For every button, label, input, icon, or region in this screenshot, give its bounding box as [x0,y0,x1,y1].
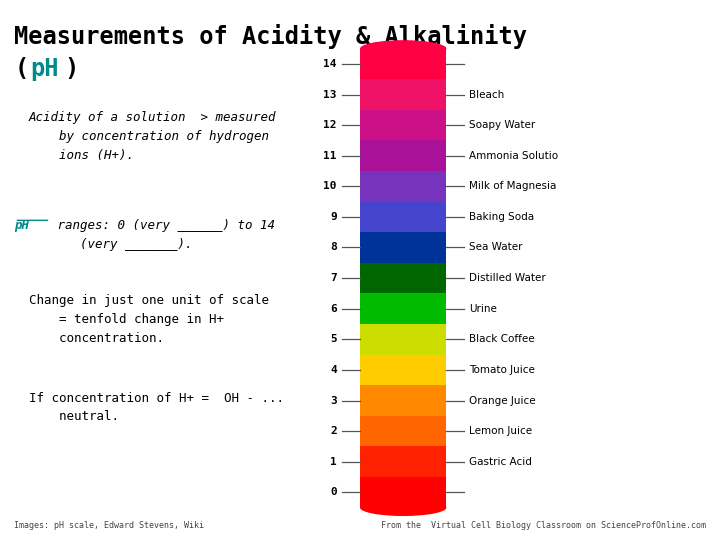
Polygon shape [360,110,446,140]
Polygon shape [360,324,446,355]
Text: 5: 5 [330,334,337,345]
Text: pH: pH [30,57,59,80]
Text: Tomato Juice: Tomato Juice [469,365,535,375]
Text: Sea Water: Sea Water [469,242,523,253]
Text: Baking Soda: Baking Soda [469,212,534,222]
Text: Orange Juice: Orange Juice [469,395,536,406]
Polygon shape [360,263,446,293]
Text: 0: 0 [330,487,337,497]
Polygon shape [360,140,446,171]
Text: 6: 6 [330,303,337,314]
Polygon shape [360,385,446,416]
Polygon shape [360,201,446,232]
Ellipse shape [360,499,446,516]
Text: 2: 2 [330,426,337,436]
Text: Gastric Acid: Gastric Acid [469,457,532,467]
Text: ): ) [65,57,79,80]
Text: Lemon Juice: Lemon Juice [469,426,533,436]
Text: pH: pH [14,219,30,232]
Text: 13: 13 [323,90,337,99]
Text: Milk of Magnesia: Milk of Magnesia [469,181,557,191]
Polygon shape [360,171,446,201]
Text: 7: 7 [330,273,337,283]
Text: Measurements of Acidity & Alkalinity: Measurements of Acidity & Alkalinity [14,24,527,49]
Text: 8: 8 [330,242,337,253]
Text: 14: 14 [323,59,337,69]
Polygon shape [360,447,446,477]
Text: If concentration of H+ =  OH - ...
    neutral.: If concentration of H+ = OH - ... neutra… [29,392,284,423]
Text: Urine: Urine [469,303,498,314]
Text: 11: 11 [323,151,337,161]
Text: From the  Virtual Cell Biology Classroom on ScienceProfOnline.com: From the Virtual Cell Biology Classroom … [381,521,706,530]
Text: (: ( [14,57,29,80]
Polygon shape [360,232,446,263]
Text: 1: 1 [330,457,337,467]
Polygon shape [360,416,446,447]
Polygon shape [360,355,446,385]
Text: 4: 4 [330,365,337,375]
Text: Images: pH scale, Edward Stevens, Wiki: Images: pH scale, Edward Stevens, Wiki [14,521,204,530]
Polygon shape [360,79,446,110]
Text: Acidity of a solution  > measured
    by concentration of hydrogen
    ions (H+): Acidity of a solution > measured by conc… [29,111,276,161]
Text: Black Coffee: Black Coffee [469,334,535,345]
Text: 10: 10 [323,181,337,191]
Polygon shape [360,293,446,324]
Text: 3: 3 [330,395,337,406]
Ellipse shape [360,40,446,57]
Text: Distilled Water: Distilled Water [469,273,546,283]
Text: Soapy Water: Soapy Water [469,120,536,130]
Polygon shape [360,49,446,79]
Text: Bleach: Bleach [469,90,505,99]
Text: Ammonia Solutio: Ammonia Solutio [469,151,559,161]
Text: 9: 9 [330,212,337,222]
Polygon shape [360,477,446,508]
Text: ranges: 0 (very ______) to 14
    (very _______).: ranges: 0 (very ______) to 14 (very ____… [50,219,275,251]
Text: 12: 12 [323,120,337,130]
Text: Change in just one unit of scale
    = tenfold change in H+
    concentration.: Change in just one unit of scale = tenfo… [29,294,269,345]
